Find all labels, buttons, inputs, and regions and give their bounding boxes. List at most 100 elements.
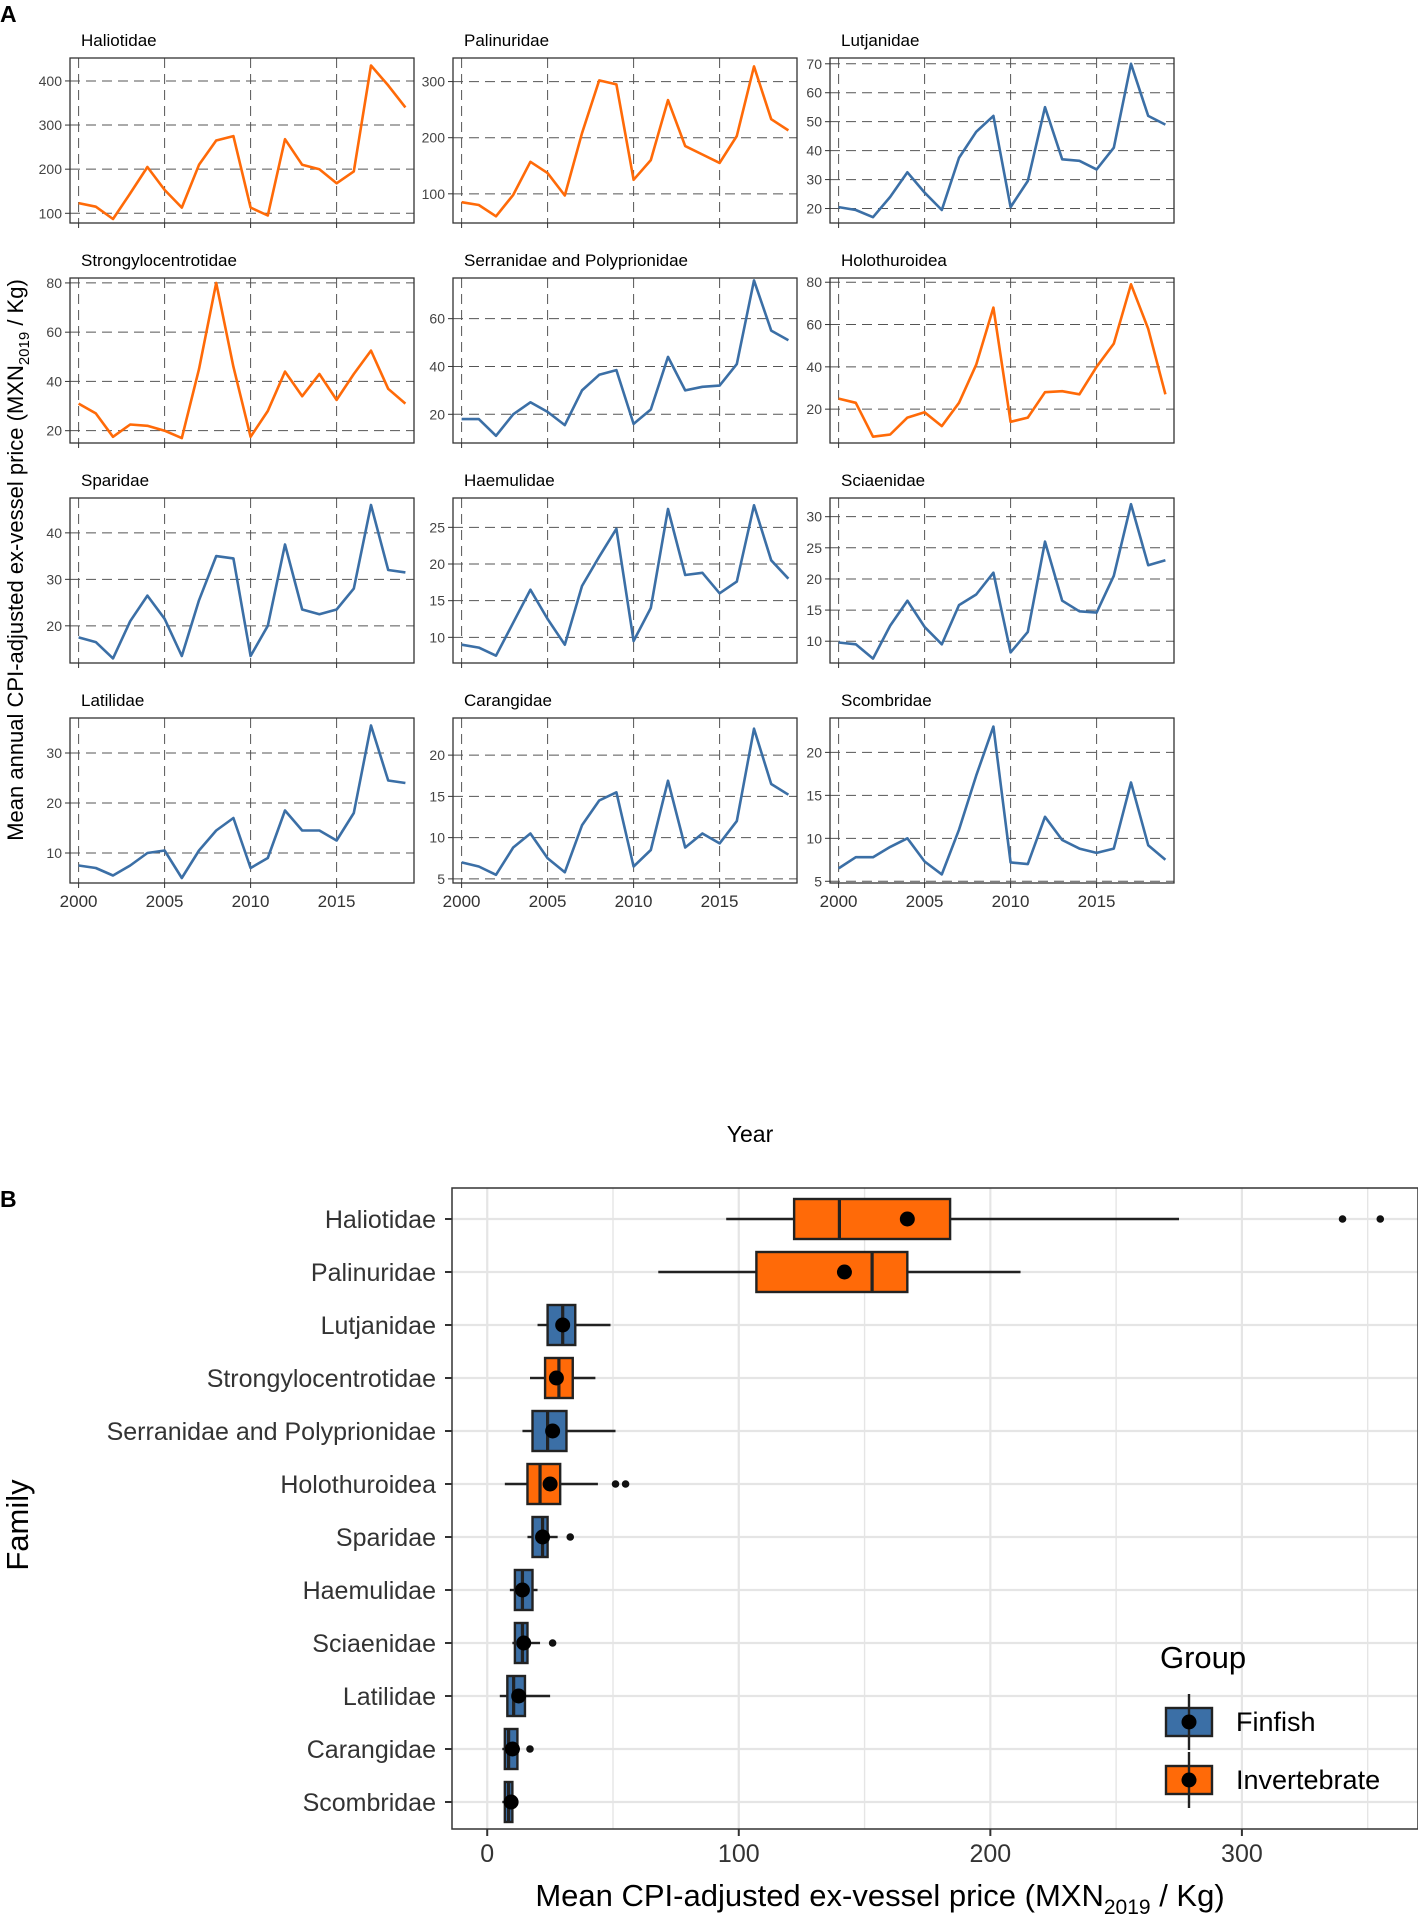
facet-border: [69, 497, 415, 664]
tick-label-x: 2000: [443, 892, 481, 911]
mean-point: [545, 1423, 561, 1439]
tick-label-y: Carangidae: [307, 1736, 436, 1764]
tick-label-y: 20: [429, 747, 445, 763]
tick-label-y: 5: [437, 871, 445, 887]
mean-point: [504, 1741, 520, 1757]
facet-holothuroidea: Holothuroidea 20 40 60 80: [806, 251, 1175, 448]
facet-latilidae: Latilidae 10 20 30 2000 2005 2010 2015: [46, 691, 415, 911]
box-sciaenidae: Sciaenidae: [312, 1621, 557, 1665]
series-line-sparidae: [78, 503, 406, 660]
tick-label-x: 2010: [992, 892, 1030, 911]
tick-label-y: 200: [422, 130, 446, 146]
series-line-palinuridae: [461, 65, 790, 218]
tick-label-y: 400: [39, 73, 63, 89]
legend: Group Finfish Invertebrate: [1160, 1640, 1380, 1808]
tick-label-y: 200: [39, 161, 63, 177]
mean-point: [836, 1264, 852, 1280]
tick-label-y: 20: [46, 618, 62, 634]
mean-point: [899, 1211, 915, 1227]
facet-palinuridae: Palinuridae 100 200 300: [422, 31, 798, 228]
tick-label-y: 70: [806, 56, 822, 72]
facet-title: Lutjanidae: [841, 31, 919, 50]
tick-label-x: 200: [969, 1840, 1011, 1868]
legend-title: Group: [1160, 1640, 1246, 1675]
tick-label-x: 2015: [1078, 892, 1116, 911]
tick-label-y: Strongylocentrotidae: [207, 1365, 436, 1393]
outlier-point: [526, 1745, 534, 1753]
facet-border: [829, 277, 1175, 444]
facet-title: Holothuroidea: [841, 251, 947, 270]
tick-label-y: 20: [46, 795, 62, 811]
outlier-point: [1338, 1215, 1347, 1223]
tick-label-y: 5: [814, 873, 822, 889]
facet-serranidae-and-polyprionidae: Serranidae and Polyprionidae 20 40 60: [429, 251, 798, 448]
tick-label-y: 10: [46, 845, 62, 861]
tick-label-y: 50: [806, 114, 822, 130]
facet-lutjanidae: Lutjanidae 20 30 40 50 60 70: [806, 31, 1175, 228]
facet-title: Palinuridae: [464, 31, 549, 50]
box-iqr: [755, 1250, 909, 1294]
tick-label-y: 40: [46, 525, 62, 541]
facet-sparidae: Sparidae 20 30 40: [46, 471, 415, 668]
box-strongylocentrotidae: Strongylocentrotidae: [207, 1356, 596, 1400]
legend-key-invertebrate: [1164, 1752, 1214, 1808]
facet-title: Sciaenidae: [841, 471, 925, 490]
series-line-haliotidae: [78, 64, 407, 221]
facet-strongylocentrotidae: Strongylocentrotidae 20 40 60 80: [46, 251, 415, 448]
tick-label-y: 20: [429, 556, 445, 572]
tick-label-y: 10: [806, 830, 822, 846]
tick-label-y: 15: [806, 602, 822, 618]
box-sparidae: Sparidae: [336, 1515, 575, 1559]
facet-scombridae: Scombridae 5 10 15 20 2000 2005 2010 2015: [806, 691, 1175, 911]
series-line-lutjanidae: [838, 62, 1166, 219]
facet-border: [829, 57, 1175, 224]
tick-label-y: Scombridae: [303, 1789, 436, 1817]
facet-border: [69, 717, 415, 884]
box-iqr: [792, 1197, 952, 1241]
box-haliotidae: Haliotidae: [325, 1197, 1385, 1241]
legend-key-mean: [1181, 1772, 1197, 1788]
box-palinuridae: Palinuridae: [311, 1250, 1021, 1294]
facet-border: [69, 277, 415, 444]
tick-label-x: 2015: [701, 892, 739, 911]
facet-border: [452, 497, 798, 664]
series-line-latilidae: [78, 724, 406, 880]
tick-label-y: 60: [429, 311, 445, 327]
tick-label-y: 20: [806, 571, 822, 587]
series-line-strongylocentrotidae: [77, 281, 407, 440]
tick-label-y: 60: [46, 324, 62, 340]
facet-grid: Haliotidae 100 200 300 400 Palinuridae 100 200 3…: [39, 31, 1175, 911]
outlier-point: [548, 1639, 557, 1647]
tick-label-x: 2010: [232, 892, 270, 911]
tick-label-x: 2000: [60, 892, 98, 911]
tick-label-y: 80: [806, 274, 822, 290]
tick-label-y: 20: [46, 423, 62, 439]
tick-label-y: 30: [46, 571, 62, 587]
facet-haliotidae: Haliotidae 100 200 300 400: [39, 31, 415, 228]
tick-label-x: 2005: [529, 892, 567, 911]
tick-label-y: 15: [429, 593, 445, 609]
tick-label-y: 25: [806, 540, 822, 556]
facet-title: Strongylocentrotidae: [81, 251, 237, 270]
panel-a-y-axis-title: Mean annual CPI-adjusted ex-vessel price…: [3, 279, 33, 841]
box-serranidae-and-polyprionidae: Serranidae and Polyprionidae: [107, 1409, 616, 1453]
tick-label-y: Sparidae: [336, 1524, 436, 1552]
tick-label-y: 20: [806, 744, 822, 760]
tick-label-y: 30: [806, 509, 822, 525]
facet-title: Carangidae: [464, 691, 552, 710]
facet-title: Serranidae and Polyprionidae: [464, 251, 688, 270]
series-line-scombridae: [837, 725, 1167, 876]
legend-key-finfish: [1164, 1694, 1214, 1750]
outlier-point: [621, 1480, 630, 1488]
panel-b-label: B: [0, 1186, 17, 1212]
mean-point: [548, 1370, 564, 1386]
panel-a-x-axis-title: Year: [727, 1121, 774, 1147]
tick-label-y: Sciaenidae: [312, 1630, 436, 1658]
mean-point: [535, 1529, 551, 1545]
tick-label-y: 25: [429, 519, 445, 535]
box-scombridae: Scombridae: [303, 1780, 519, 1824]
outlier-point: [1376, 1215, 1385, 1223]
series-line-holothuroidea: [838, 282, 1167, 439]
tick-label-y: 10: [429, 629, 445, 645]
panel-a-label: A: [0, 1, 17, 27]
